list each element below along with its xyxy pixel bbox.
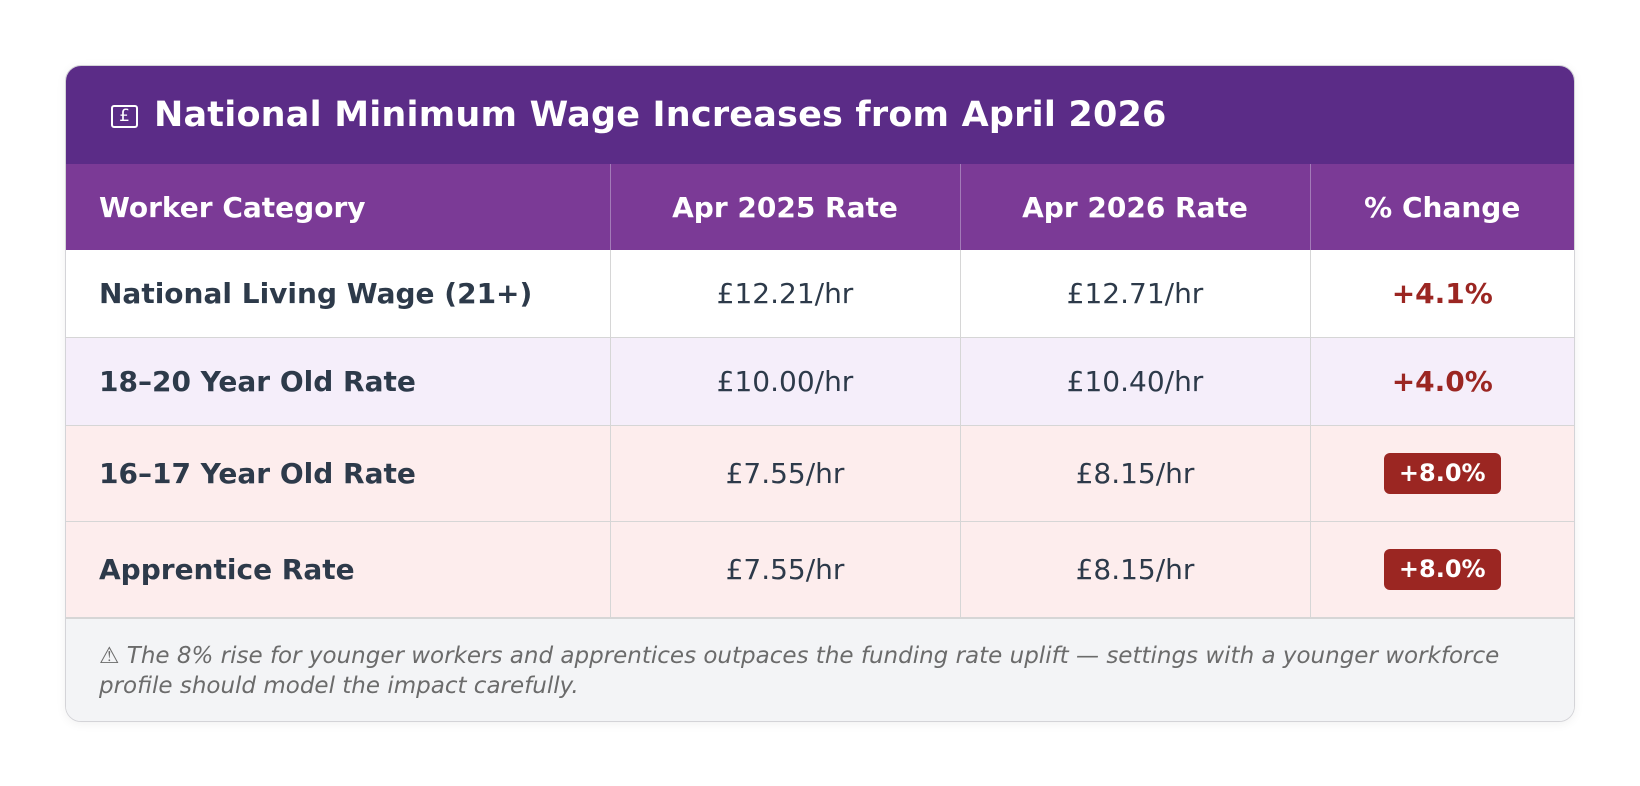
title-bar: £ National Minimum Wage Increases from A… [66,66,1574,164]
header-apr-2025-rate: Apr 2025 Rate [609,164,960,250]
row-rate-2025: £7.55/hr [609,521,960,617]
row-category: 18–20 Year Old Rate [66,337,610,426]
table-row: 18–20 Year Old Rate £10.00/hr £10.40/hr … [66,337,1574,426]
row-rate-2026: £10.40/hr [959,337,1310,426]
wage-table: Worker Category Apr 2025 Rate Apr 2026 R… [66,164,1574,617]
row-change-cell: +8.0% [1309,425,1574,522]
row-rate-2025: £7.55/hr [609,425,960,522]
page-title: National Minimum Wage Increases from Apr… [154,95,1167,135]
change-badge: +8.0% [1383,549,1501,590]
table-row: National Living Wage (21+) £12.21/hr £12… [66,250,1574,338]
row-change-cell: +4.1% [1309,250,1574,338]
header-worker-category: Worker Category [66,164,610,250]
row-rate-2026: £12.71/hr [959,250,1310,338]
row-rate-2025: £10.00/hr [609,337,960,426]
row-category: 16–17 Year Old Rate [66,425,610,522]
table-header-row: Worker Category Apr 2025 Rate Apr 2026 R… [66,164,1574,250]
table-row: 16–17 Year Old Rate £7.55/hr £8.15/hr +8… [66,425,1574,522]
footnote-text: ⚠ The 8% rise for younger workers and ap… [99,643,1500,699]
wage-table-card: £ National Minimum Wage Increases from A… [65,65,1575,722]
change-value: +4.0% [1391,365,1493,398]
change-badge: +8.0% [1383,453,1501,494]
row-rate-2025: £12.21/hr [609,250,960,338]
row-change-cell: +4.0% [1309,337,1574,426]
row-rate-2026: £8.15/hr [959,425,1310,522]
table-row: Apprentice Rate £7.55/hr £8.15/hr +8.0% [66,521,1574,617]
row-category: Apprentice Rate [66,521,610,617]
footnote: ⚠ The 8% rise for younger workers and ap… [66,617,1574,721]
pound-note-icon: £ [111,104,138,128]
row-rate-2026: £8.15/hr [959,521,1310,617]
change-value: +4.1% [1391,277,1493,310]
header-apr-2026-rate: Apr 2026 Rate [959,164,1310,250]
row-change-cell: +8.0% [1309,521,1574,617]
header-percent-change: % Change [1309,164,1574,250]
row-category: National Living Wage (21+) [66,250,610,338]
